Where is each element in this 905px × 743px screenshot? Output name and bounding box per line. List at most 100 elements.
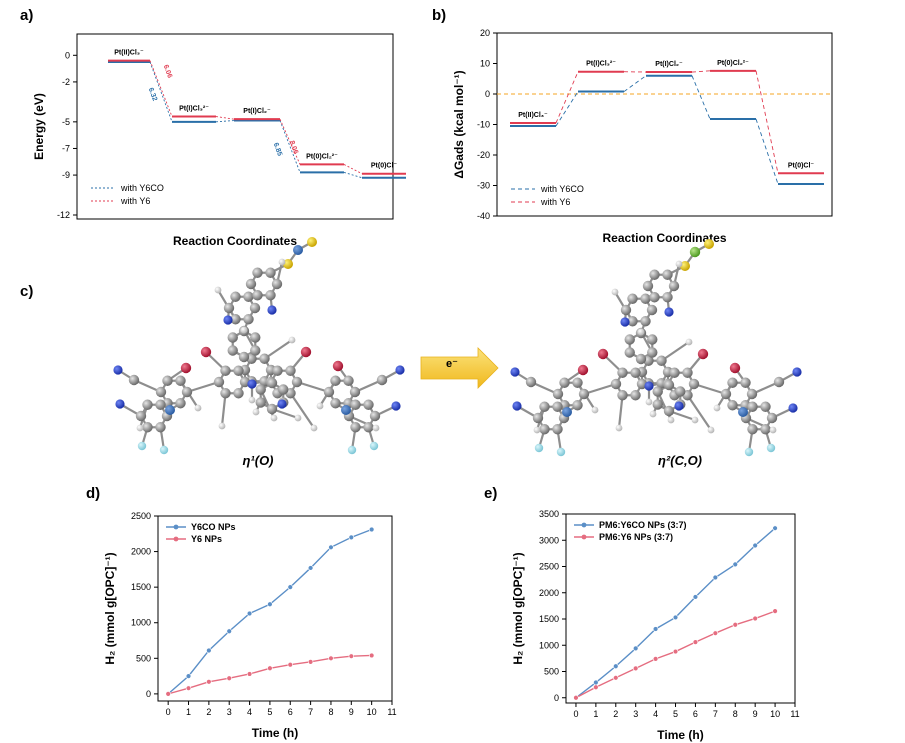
c-atom: [773, 376, 785, 388]
y-tick-label: -30: [477, 181, 490, 191]
c-atom: [624, 347, 635, 358]
s-atom: [680, 261, 690, 271]
data-point: [328, 544, 334, 551]
c-atom: [760, 424, 771, 435]
x-tick-label: 10: [770, 709, 780, 719]
h-atom: [316, 402, 324, 410]
h-atom: [294, 414, 302, 422]
series-line: [575, 527, 776, 699]
c-atom: [155, 399, 166, 410]
h-atom: [685, 338, 693, 346]
data-point: [165, 691, 171, 697]
legend-marker: [173, 524, 179, 530]
c-atom: [688, 378, 700, 390]
connector: [691, 70, 711, 73]
c-atom: [227, 332, 238, 343]
c-atom: [255, 384, 266, 395]
connector: [623, 75, 647, 92]
c-atom: [532, 412, 544, 424]
legend-label: Y6 NPs: [191, 534, 222, 544]
data-point: [692, 639, 699, 645]
c-atom: [220, 365, 231, 376]
data-point: [752, 615, 758, 622]
n-atom: [644, 381, 654, 391]
y-tick-label: 1000: [131, 618, 151, 628]
c-atom: [662, 292, 673, 303]
data-point: [652, 656, 659, 662]
molecule-eta1-o: [113, 237, 405, 455]
panel-label-e: e): [484, 485, 497, 502]
y-tick-label: -12: [57, 210, 70, 220]
h-atom: [591, 406, 599, 414]
legend-marker: [173, 536, 179, 542]
h-atom: [194, 404, 202, 412]
data-point: [287, 584, 293, 590]
data-point: [712, 574, 719, 581]
data-point: [185, 685, 192, 691]
state-label: Pt(I)Cl₃²⁻: [179, 106, 209, 113]
c-atom: [675, 386, 686, 397]
x-tick-label: 4: [247, 707, 252, 717]
c-atom: [647, 334, 658, 345]
h-atom: [218, 422, 226, 430]
n-atom: [395, 365, 405, 375]
x-tick-label: 2: [206, 707, 211, 717]
y-tick-label: 0: [485, 89, 490, 99]
data-point: [368, 652, 375, 659]
f-atom: [347, 445, 357, 455]
state-label: Pt(I)Cl₂⁻: [655, 61, 683, 68]
n-atom: [277, 399, 287, 409]
x-tick-label: 8: [328, 707, 333, 717]
legend-label: Y6CO NPs: [191, 522, 236, 532]
c-atom: [252, 267, 263, 278]
data-point: [267, 665, 273, 671]
c-atom: [578, 388, 590, 400]
x-axis-title: Reaction Coordinates: [602, 231, 726, 245]
data-point: [613, 675, 619, 681]
c-atom: [142, 422, 153, 433]
caption-eta2: η²(C,O): [658, 453, 702, 468]
x-tick-label: 1: [186, 707, 191, 717]
c-atom: [245, 278, 257, 290]
c-atom: [343, 375, 354, 386]
bond: [583, 382, 617, 396]
h-atom: [372, 424, 380, 432]
c-atom: [291, 376, 303, 388]
x-tick-label: 4: [653, 709, 658, 719]
y-tick-label: 20: [480, 28, 490, 38]
y-tick-label: 0: [146, 689, 151, 699]
legend-label: PM6:Y6CO NPs (3:7): [599, 520, 687, 530]
data-point: [672, 614, 679, 621]
series-line: [167, 654, 372, 695]
o-atom: [180, 362, 192, 374]
c-atom: [663, 405, 675, 417]
c-atom: [620, 304, 632, 316]
c-atom: [539, 424, 550, 435]
c-atom: [230, 314, 241, 325]
caption-eta1: η¹(O): [242, 453, 273, 468]
f-atom: [534, 443, 544, 453]
c-atom: [323, 386, 335, 398]
h-atom: [769, 426, 777, 434]
y-tick-label: 0: [65, 50, 70, 60]
s-atom: [704, 239, 714, 249]
c-atom: [155, 422, 166, 433]
n-atom: [223, 315, 233, 325]
c-atom: [266, 377, 278, 389]
c-atom: [330, 375, 341, 386]
c-atom: [363, 422, 374, 433]
f-atom: [159, 445, 169, 455]
c-atom: [271, 278, 283, 290]
h-atom: [270, 414, 278, 422]
step-label: 6.85: [272, 142, 283, 157]
connector: [555, 71, 579, 124]
connector: [215, 120, 235, 123]
c-atom: [243, 314, 254, 325]
o-atom: [200, 346, 212, 358]
connector: [149, 61, 173, 122]
c-atom: [363, 399, 374, 410]
c-atom: [233, 365, 244, 376]
h-atom: [310, 424, 318, 432]
c-atom: [630, 390, 641, 401]
c-atom: [265, 290, 276, 301]
